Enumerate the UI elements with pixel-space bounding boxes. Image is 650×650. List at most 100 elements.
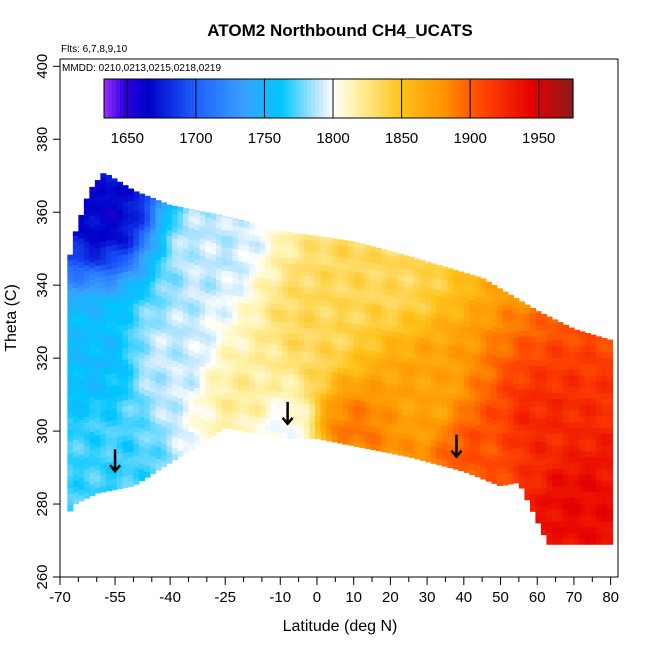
heatmap-cell	[463, 448, 470, 456]
heatmap-cell	[507, 332, 514, 339]
heatmap-cell	[127, 474, 135, 482]
heatmap-cell	[397, 449, 404, 456]
heatmap-cell	[375, 433, 382, 440]
heatmap-cell	[469, 410, 476, 417]
heatmap-cell	[133, 233, 140, 240]
heatmap-cell	[568, 462, 575, 469]
heatmap-cell	[441, 273, 448, 280]
colorbar-segment	[393, 79, 398, 118]
heatmap-cell	[397, 437, 404, 444]
heatmap-cell	[138, 229, 146, 237]
colorbar-segment	[432, 79, 437, 118]
heatmap-cell	[386, 359, 393, 366]
heatmap-cell	[138, 217, 146, 225]
heatmap-cell	[524, 336, 531, 343]
heatmap-cell	[304, 339, 311, 346]
heatmap-cell	[166, 204, 173, 207]
heatmap-cell	[562, 479, 570, 487]
heatmap-cell	[100, 173, 107, 178]
colorbar-segment	[326, 79, 332, 118]
heatmap-cell	[276, 233, 283, 241]
heatmap-cell	[392, 383, 399, 391]
heatmap-cell	[496, 403, 503, 411]
heatmap-cell	[260, 248, 267, 255]
heatmap-cell	[452, 299, 459, 307]
heatmap-cell	[309, 239, 316, 247]
heatmap-cell	[78, 395, 85, 403]
heatmap-cell	[502, 309, 509, 317]
heatmap-cell	[491, 313, 498, 321]
heatmap-cell	[171, 366, 179, 373]
heatmap-cell	[342, 309, 349, 317]
colorbar-tick-label: 1650	[111, 130, 144, 147]
heatmap-cell	[249, 397, 256, 405]
heatmap-cell	[287, 286, 294, 294]
heatmap-cell	[331, 266, 338, 274]
heatmap-cell	[111, 178, 118, 181]
heatmap-cell	[238, 290, 245, 297]
heatmap-cell	[458, 336, 465, 343]
heatmap-cell	[89, 244, 96, 251]
heatmap-cell	[474, 371, 481, 379]
heatmap-cell	[342, 344, 349, 352]
heatmap-cell	[122, 423, 129, 430]
heatmap-cell	[441, 366, 448, 374]
heatmap-cell	[122, 464, 129, 471]
heatmap-cell	[430, 299, 437, 307]
heatmap-cell	[249, 251, 256, 259]
heatmap-cell	[315, 280, 322, 288]
heatmap-cell	[155, 219, 162, 226]
heatmap-cell	[94, 183, 101, 191]
heatmap-cell	[331, 389, 338, 396]
heatmap-cell	[100, 299, 107, 306]
heatmap-cell	[496, 304, 503, 311]
heatmap-cell	[287, 239, 294, 247]
heatmap-cell	[348, 275, 355, 283]
colorbar-tick-label: 1800	[316, 130, 349, 147]
heatmap-cell	[606, 485, 614, 493]
heatmap-cell	[188, 291, 195, 298]
heatmap-cell	[89, 396, 96, 403]
heatmap-cell	[469, 281, 476, 289]
x-tick-label: 0	[313, 589, 321, 606]
heatmap-cell	[205, 212, 212, 218]
heatmap-cell	[601, 409, 608, 417]
heatmap-cell	[337, 355, 344, 362]
heatmap-cell	[298, 385, 305, 393]
heatmap-cell	[518, 312, 525, 320]
heatmap-cell	[469, 274, 476, 277]
heatmap-cell	[595, 433, 603, 440]
heatmap-cell	[568, 497, 575, 504]
heatmap-cell	[122, 458, 129, 465]
heatmap-cell	[364, 401, 371, 409]
heatmap-cell	[458, 301, 465, 308]
heatmap-cell	[100, 450, 107, 458]
heatmap-cell	[293, 415, 300, 422]
heatmap-cell	[315, 345, 322, 352]
heatmap-cell	[315, 356, 322, 364]
heatmap-cell	[83, 439, 90, 447]
heatmap-cell	[546, 369, 553, 376]
heatmap-cell	[298, 245, 305, 253]
heatmap-cell	[326, 434, 333, 442]
heatmap-cell	[381, 399, 388, 406]
heatmap-cell	[100, 217, 107, 224]
heatmap-cell	[403, 426, 410, 434]
heatmap-cell	[529, 365, 537, 372]
heatmap-cell	[105, 473, 112, 480]
heatmap-cell	[216, 408, 223, 415]
heatmap-cell	[94, 452, 101, 459]
heatmap-cell	[441, 425, 448, 432]
heatmap-cell	[331, 424, 338, 431]
heatmap-cell	[381, 369, 388, 377]
heatmap-cell	[590, 444, 597, 452]
heatmap-cell	[122, 224, 129, 232]
heatmap-cell	[584, 363, 592, 370]
heatmap-cell	[89, 331, 96, 339]
heatmap-cell	[193, 223, 201, 231]
heatmap-cell	[193, 410, 201, 417]
heatmap-cell	[507, 477, 514, 485]
heatmap-cell	[72, 264, 79, 271]
heatmap-cell	[540, 394, 548, 401]
heatmap-cell	[94, 265, 101, 272]
